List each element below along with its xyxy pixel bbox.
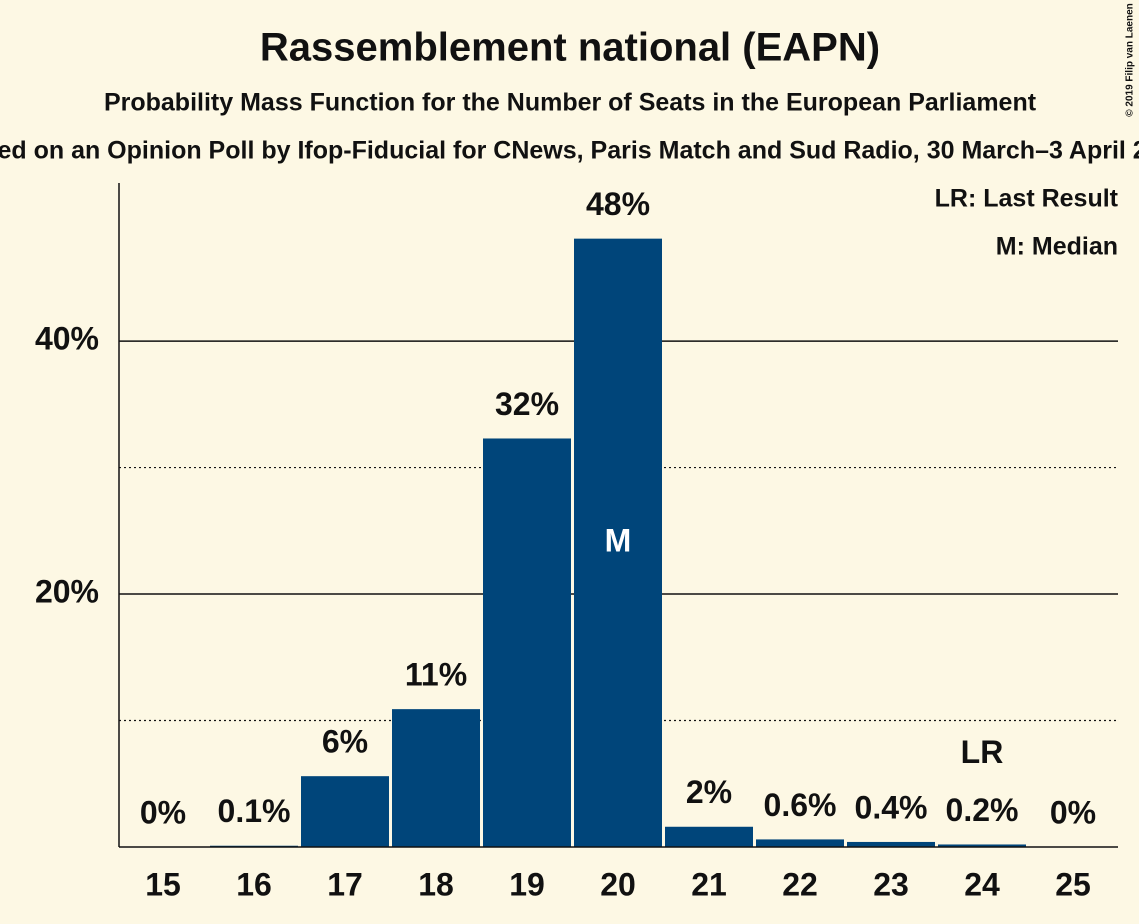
bar [301,776,389,847]
value-label: 32% [495,386,559,422]
x-tick-label: 20 [600,866,636,902]
y-tick-label: 20% [35,574,99,610]
value-label: 0% [1050,794,1096,830]
value-label: 2% [686,774,732,810]
x-tick-label: 23 [873,866,909,902]
x-tick-label: 22 [782,866,818,902]
bar [483,438,571,847]
x-tick-label: 17 [327,866,363,902]
value-label: 0.6% [764,787,837,823]
bar [938,844,1026,847]
chart-source: Based on an Opinion Poll by Ifop-Fiducia… [0,137,1139,165]
chart-title: Rassemblement national (EAPN) [260,26,880,70]
legend-entry: M: Median [996,233,1118,261]
value-label: 0.2% [946,792,1019,828]
annotation: LR [961,734,1004,770]
x-tick-label: 19 [509,866,545,902]
annotation: M [605,522,632,558]
value-label: 11% [405,657,467,693]
value-label: 6% [322,724,368,760]
legend-entry: LR: Last Result [935,185,1119,213]
bar [756,839,844,847]
y-tick-label: 40% [35,321,99,357]
bar [847,841,935,847]
bar [574,238,662,847]
value-label: 0.1% [218,793,291,829]
chart-subtitle: Probability Mass Function for the Number… [104,89,1037,117]
x-tick-label: 15 [145,866,181,902]
value-label: 0% [140,794,186,830]
value-label: 0.4% [855,789,928,825]
copyright: © 2019 Filip van Laenen [1125,3,1136,117]
bar [665,826,753,847]
x-tick-label: 21 [691,866,727,902]
x-tick-label: 18 [418,866,454,902]
x-tick-label: 16 [236,866,272,902]
x-tick-label: 24 [964,866,1000,902]
x-tick-label: 25 [1055,866,1091,902]
value-label: 48% [586,186,650,222]
bar [392,709,480,847]
